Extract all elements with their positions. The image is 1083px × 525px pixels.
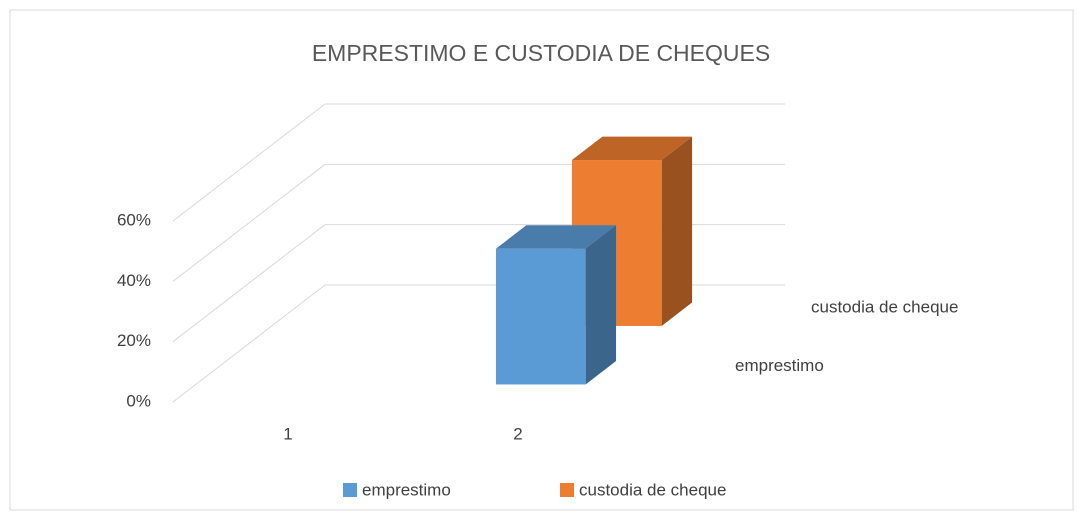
y-tick-label: 40% [117, 271, 151, 290]
legend-label: emprestimo [362, 480, 451, 499]
legend-label: custodia de cheque [579, 480, 726, 499]
grid-line [172, 224, 326, 343]
grid-line [172, 163, 326, 282]
grid-line [172, 103, 326, 222]
y-tick-label: 0% [126, 391, 151, 410]
legend-swatch [343, 483, 357, 497]
chart-title: EMPRESTIMO E CUSTODIA DE CHEQUES [312, 40, 770, 66]
bar-side [661, 136, 693, 326]
bar-side [585, 225, 617, 385]
bar-top [495, 225, 617, 249]
x-tick-label: 2 [513, 424, 522, 443]
bar-top [571, 136, 693, 161]
y-tick-label: 60% [117, 210, 151, 229]
x-tick-label: 1 [283, 424, 292, 443]
legend-swatch [560, 483, 574, 497]
series-depth-label: custodia de cheque [811, 298, 958, 317]
bar [495, 248, 586, 385]
series-depth-label: emprestimo [735, 356, 824, 375]
grid-line [172, 284, 326, 403]
y-tick-label: 20% [117, 331, 151, 350]
